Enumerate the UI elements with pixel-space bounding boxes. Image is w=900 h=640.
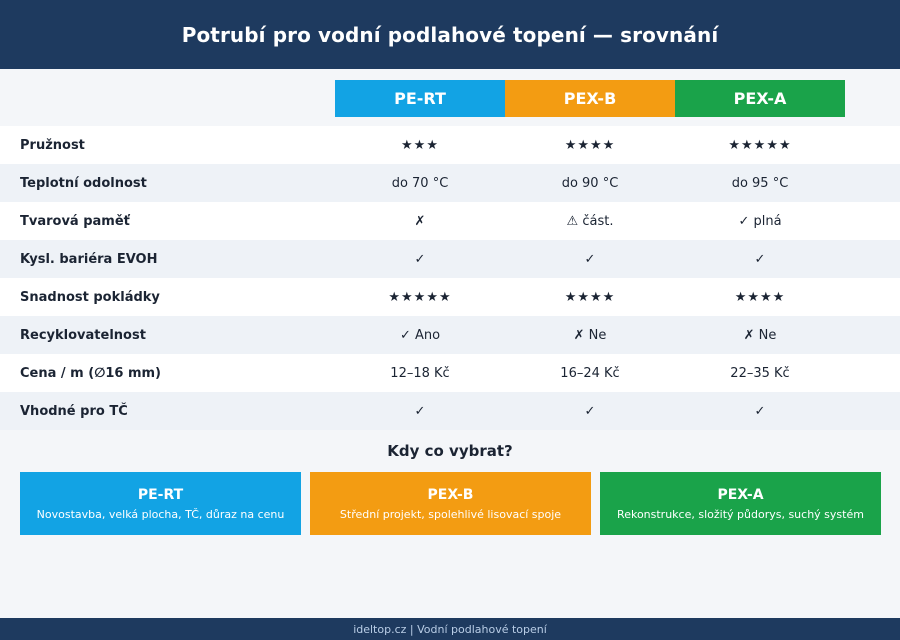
table-cell: do 70 °C <box>391 175 449 191</box>
recommend-card-pex-a: PEX-A Rekonstrukce, složitý půdorys, suc… <box>600 472 881 535</box>
check-icon: ✓ <box>584 251 596 267</box>
card-title: PEX-B <box>427 486 474 503</box>
check-icon: ✓ <box>414 251 426 267</box>
cross-icon: ✗ <box>414 213 426 229</box>
cross-icon: ✗ Ne <box>573 327 607 343</box>
footer-text: ideltop.cz | Vodní podlahové topení <box>353 622 547 636</box>
row-label: Cena / m (∅16 mm) <box>20 365 161 381</box>
table-cell: do 95 °C <box>731 175 789 191</box>
cross-icon: ✗ Ne <box>743 327 777 343</box>
table-row-teplotni-odolnost: Teplotní odolnost do 70 °C do 90 °C do 9… <box>0 164 900 202</box>
rating-stars: ★★★ <box>401 137 439 153</box>
column-header-pe-rt: PE-RT <box>335 80 505 117</box>
check-icon: ✓ <box>584 403 596 419</box>
row-label: Snadnost pokládky <box>20 289 160 305</box>
table-row-cena: Cena / m (∅16 mm) 12–18 Kč 16–24 Kč 22–3… <box>0 354 900 392</box>
warning-icon: ⚠ část. <box>566 213 614 229</box>
check-icon: ✓ plná <box>738 213 782 229</box>
row-label: Kysl. bariéra EVOH <box>20 251 158 267</box>
table-row-kysl-bariera: Kysl. bariéra EVOH ✓ ✓ ✓ <box>0 240 900 278</box>
table-row-tvarova-pamet: Tvarová paměť ✗ ⚠ část. ✓ plná <box>0 202 900 240</box>
check-icon: ✓ <box>414 403 426 419</box>
table-cell: 12–18 Kč <box>390 365 450 381</box>
table-row-snadnost-pokladky: Snadnost pokládky ★★★★★ ★★★★ ★★★★ <box>0 278 900 316</box>
check-icon: ✓ <box>754 403 766 419</box>
recommend-card-pex-b: PEX-B Střední projekt, spolehlivé lisova… <box>310 472 591 535</box>
row-label: Recyklovatelnost <box>20 327 146 343</box>
page-title: Potrubí pro vodní podlahové topení — sro… <box>181 22 719 47</box>
column-header-pex-a: PEX-A <box>675 80 845 117</box>
table-cell: do 90 °C <box>561 175 619 191</box>
page-footer: ideltop.cz | Vodní podlahové topení <box>0 618 900 640</box>
card-description: Novostavba, velká plocha, TČ, důraz na c… <box>36 507 285 521</box>
page-header: Potrubí pro vodní podlahové topení — sro… <box>0 0 900 69</box>
card-title: PE-RT <box>137 486 184 503</box>
recommend-card-pe-rt: PE-RT Novostavba, velká plocha, TČ, důra… <box>20 472 301 535</box>
table-row-recyklovatelnost: Recyklovatelnost ✓ Ano ✗ Ne ✗ Ne <box>0 316 900 354</box>
card-description: Rekonstrukce, složitý půdorys, suchý sys… <box>617 507 864 521</box>
table-row-vhodne-pro-tc: Vhodné pro TČ ✓ ✓ ✓ <box>0 392 900 430</box>
table-cell: 22–35 Kč <box>730 365 790 381</box>
column-header-pex-b: PEX-B <box>505 80 675 117</box>
card-title: PEX-A <box>717 486 764 503</box>
row-label: Vhodné pro TČ <box>20 403 128 419</box>
recommend-title: Kdy co vybrat? <box>387 442 513 460</box>
rating-stars: ★★★★ <box>734 289 786 305</box>
rating-stars: ★★★★★ <box>728 137 792 153</box>
row-label: Teplotní odolnost <box>20 175 147 191</box>
comparison-table: Pružnost ★★★ ★★★★ ★★★★★ Teplotní odolnos… <box>0 126 900 430</box>
card-description: Střední projekt, spolehlivé lisovací spo… <box>339 507 562 521</box>
check-icon: ✓ <box>754 251 766 267</box>
rating-stars: ★★★★★ <box>388 289 452 305</box>
check-icon: ✓ Ano <box>399 327 441 343</box>
row-label: Tvarová paměť <box>20 213 130 229</box>
table-row-pruznost: Pružnost ★★★ ★★★★ ★★★★★ <box>0 126 900 164</box>
rating-stars: ★★★★ <box>564 137 616 153</box>
rating-stars: ★★★★ <box>564 289 616 305</box>
table-cell: 16–24 Kč <box>560 365 620 381</box>
row-label: Pružnost <box>20 137 85 153</box>
